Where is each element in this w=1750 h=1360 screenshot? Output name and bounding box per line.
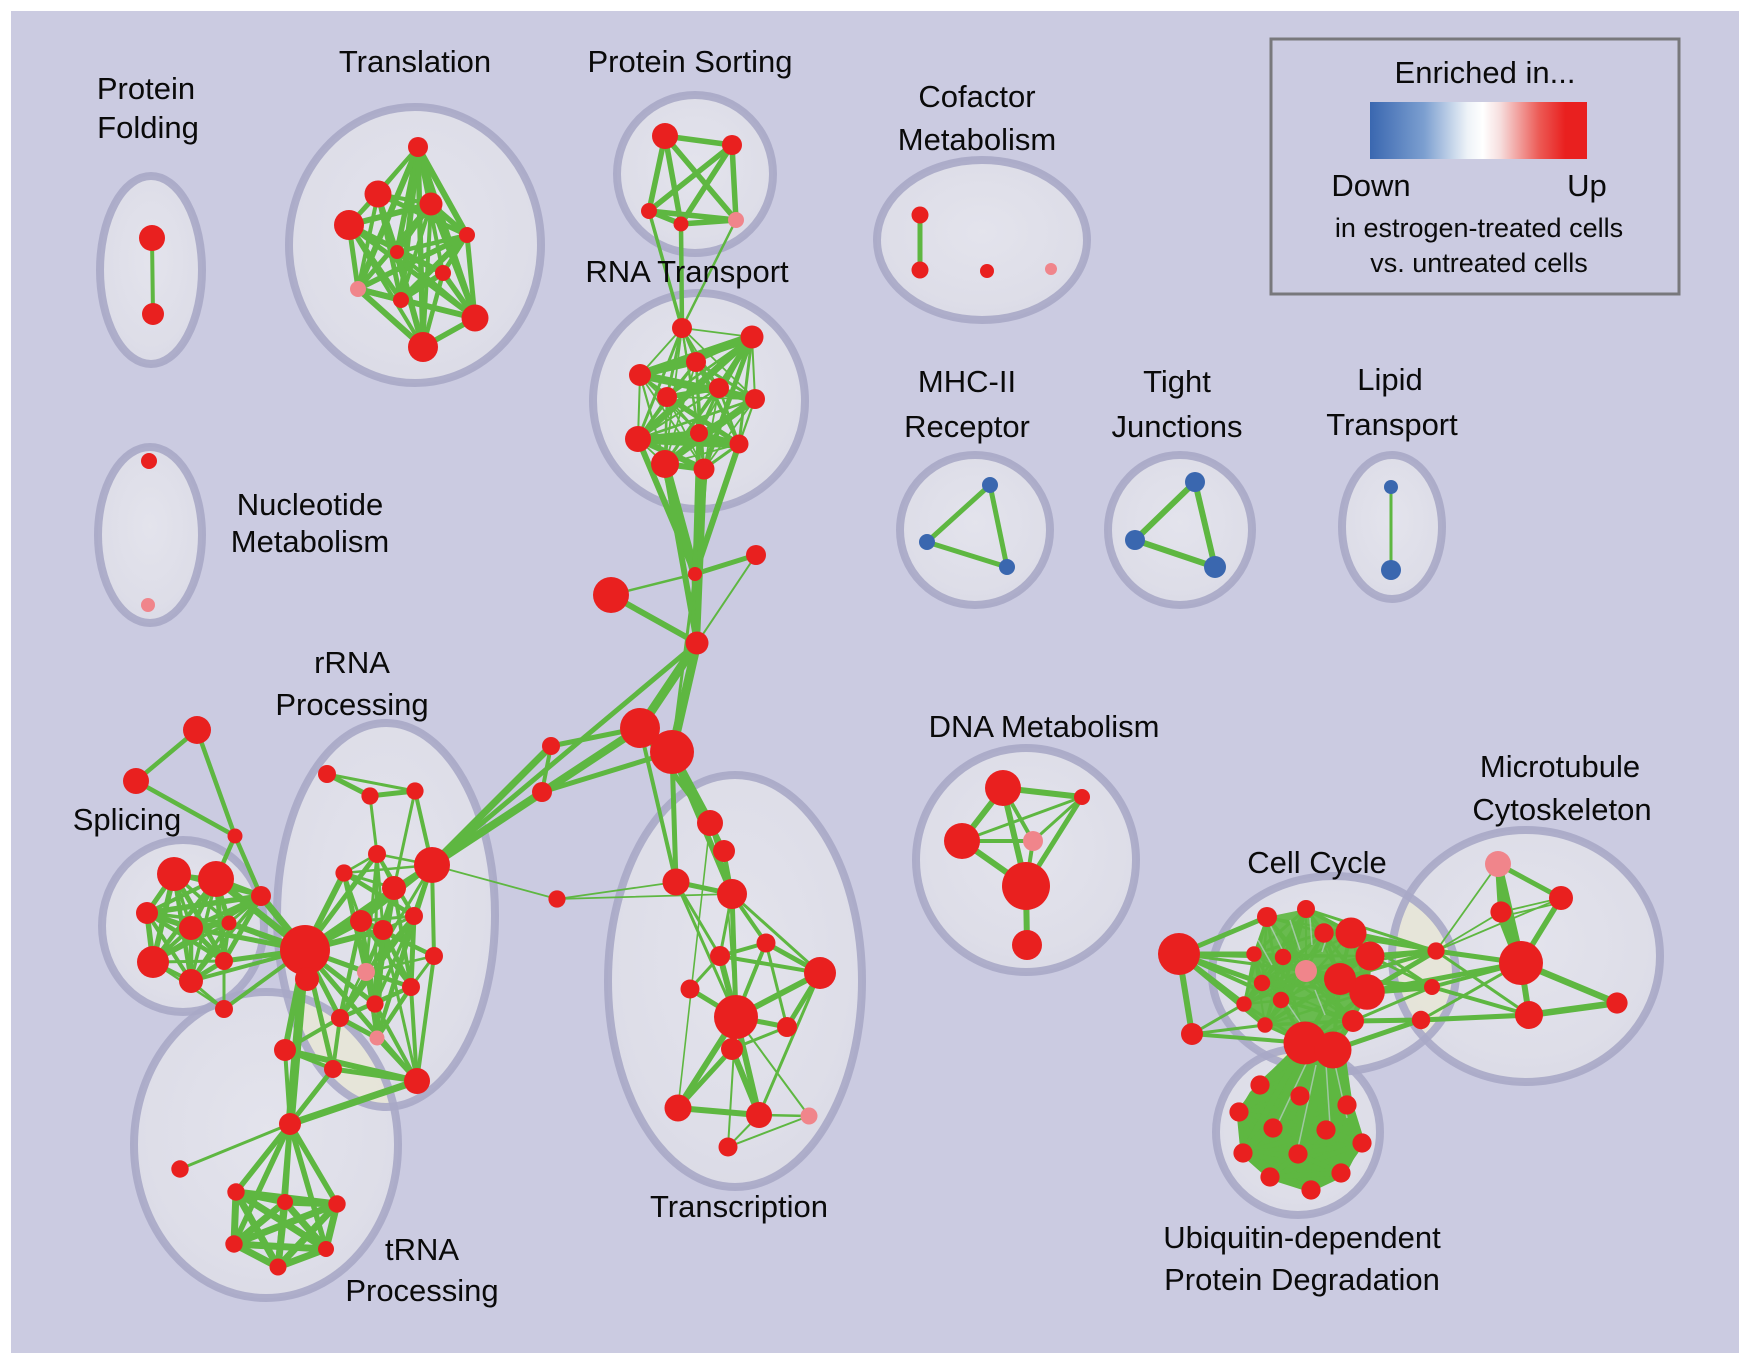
svg-text:Protein Sorting: Protein Sorting [587, 44, 792, 79]
svg-text:Ubiquitin-dependent: Ubiquitin-dependent [1163, 1220, 1441, 1255]
svg-text:Protein Degradation: Protein Degradation [1164, 1262, 1440, 1297]
svg-text:tRNA: tRNA [385, 1232, 459, 1267]
svg-text:Processing: Processing [275, 687, 428, 722]
svg-text:Metabolism: Metabolism [898, 122, 1057, 157]
svg-text:Microtubule: Microtubule [1480, 749, 1640, 784]
svg-text:Cell Cycle: Cell Cycle [1247, 845, 1387, 880]
svg-text:Processing: Processing [345, 1273, 498, 1308]
svg-text:Cofactor: Cofactor [918, 79, 1035, 114]
svg-text:vs. untreated cells: vs. untreated cells [1370, 248, 1588, 278]
svg-text:Up: Up [1567, 168, 1607, 203]
svg-text:DNA Metabolism: DNA Metabolism [929, 709, 1160, 744]
svg-text:Nucleotide: Nucleotide [237, 487, 383, 522]
svg-text:Junctions: Junctions [1112, 409, 1243, 444]
svg-text:Lipid: Lipid [1357, 362, 1423, 397]
svg-text:rRNA: rRNA [314, 645, 390, 680]
svg-text:MHC-II: MHC-II [918, 364, 1016, 399]
svg-text:Metabolism: Metabolism [231, 524, 390, 559]
svg-text:Receptor: Receptor [904, 409, 1030, 444]
svg-text:Translation: Translation [339, 44, 491, 79]
svg-text:Enriched in...: Enriched in... [1395, 55, 1576, 90]
svg-text:Protein: Protein [97, 71, 195, 106]
svg-text:Transport: Transport [1326, 407, 1458, 442]
svg-text:RNA Transport: RNA Transport [585, 254, 789, 289]
svg-text:Transcription: Transcription [650, 1189, 828, 1224]
svg-text:Down: Down [1331, 168, 1410, 203]
svg-text:Folding: Folding [97, 110, 199, 145]
svg-text:Cytoskeleton: Cytoskeleton [1472, 792, 1651, 827]
svg-text:in estrogen-treated cells: in estrogen-treated cells [1335, 213, 1623, 243]
svg-text:Tight: Tight [1143, 364, 1211, 399]
svg-text:Splicing: Splicing [73, 802, 182, 837]
